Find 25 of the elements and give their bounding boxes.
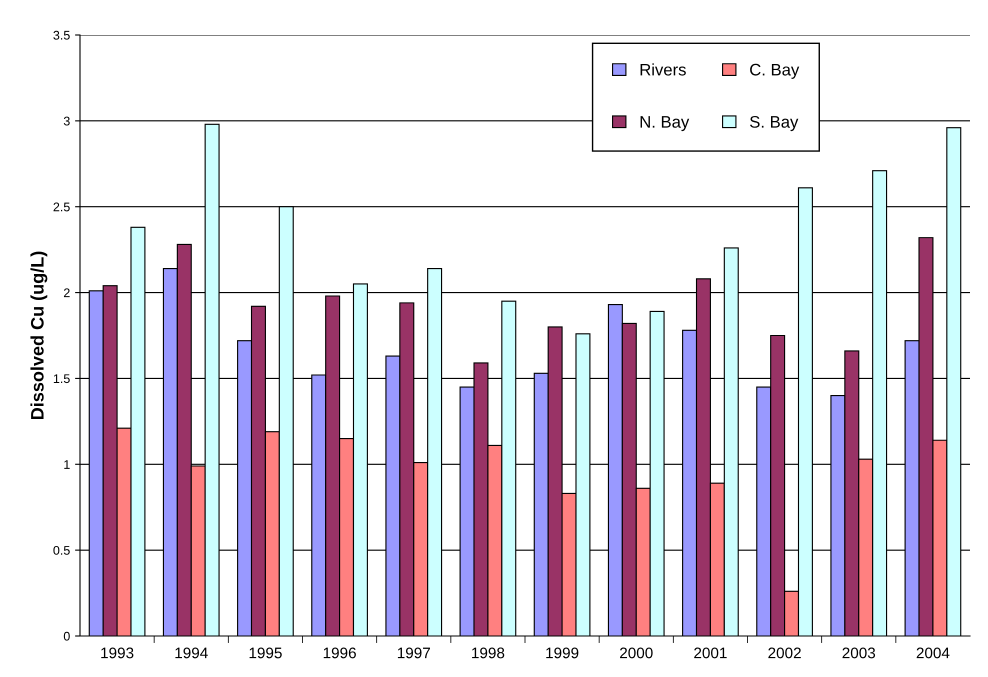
legend-label: C. Bay: [750, 64, 800, 79]
y-tick-label: 2: [64, 288, 70, 298]
x-tick-label: 1999: [546, 648, 578, 658]
y-tick-label: 1.5: [54, 374, 70, 384]
x-tick-label: 2003: [842, 648, 876, 658]
y-tick-label: 0.5: [53, 546, 70, 555]
y-axis-title: Dissolved Cu (ug/L): [30, 252, 48, 420]
x-tick-label: 1997: [398, 648, 430, 658]
x-tick-label: 2004: [916, 648, 950, 658]
legend-label: S. Bay: [750, 116, 798, 132]
x-tick-label: 1996: [324, 648, 356, 658]
x-tick-label: 1994: [175, 648, 208, 658]
x-tick-label: 2000: [620, 648, 653, 658]
y-tick-label: 3.5: [53, 30, 70, 40]
x-tick-label: 2002: [768, 648, 801, 658]
x-tick-label: 1998: [472, 648, 504, 658]
y-tick-label: 0: [64, 632, 70, 641]
y-tick-label: 1: [64, 460, 70, 469]
x-tick-label: 1993: [101, 648, 134, 658]
legend-label: Rivers: [640, 63, 686, 76]
x-tick-label: 1995: [250, 648, 282, 658]
y-tick-label: 3: [64, 116, 70, 126]
legend-label: N. Bay: [640, 116, 690, 132]
y-tick-label: 2.5: [54, 202, 70, 212]
x-tick-label: 2001: [694, 648, 727, 658]
